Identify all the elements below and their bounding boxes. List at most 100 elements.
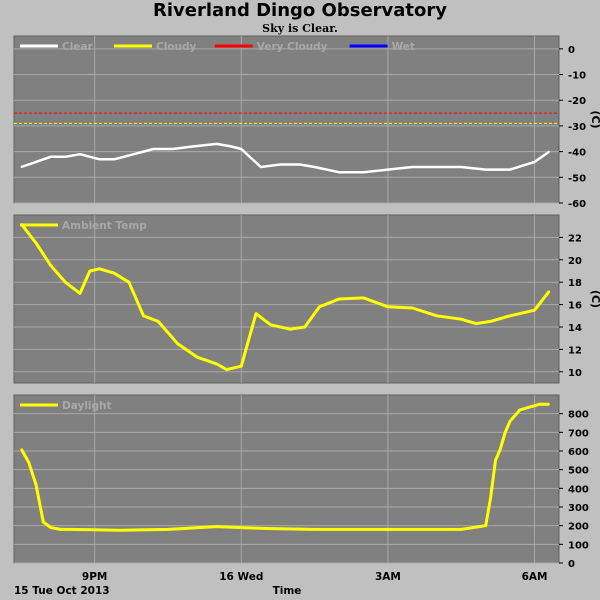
data-point	[196, 356, 199, 359]
data-point	[475, 322, 477, 325]
data-point	[411, 166, 414, 168]
data-point	[98, 267, 101, 270]
chart-title: Riverland Dingo Observatory	[152, 0, 448, 21]
y-tick-label: 16	[568, 301, 582, 312]
data-point	[216, 363, 218, 365]
data-point	[113, 158, 116, 161]
data-point	[264, 527, 267, 530]
data-point	[128, 281, 130, 284]
y-tick-label: 800	[568, 410, 589, 421]
data-point	[548, 150, 551, 153]
data-point	[240, 365, 243, 368]
data-point	[362, 297, 365, 299]
data-point	[338, 171, 340, 173]
data-point	[509, 315, 511, 317]
x-tick-label: 16 Wed	[219, 571, 263, 583]
data-point	[113, 272, 116, 275]
x-tick-label: 3AM	[375, 571, 401, 583]
y-tick-label: 500	[568, 466, 589, 477]
data-point	[98, 158, 101, 161]
data-point	[49, 155, 52, 158]
data-point	[64, 281, 67, 284]
data-point	[269, 323, 272, 326]
y-axis-label: (C)	[589, 290, 600, 308]
data-point	[79, 153, 81, 155]
data-point	[436, 166, 438, 168]
sky-status: Sky is Clear.	[262, 22, 338, 35]
series-line	[20, 142, 550, 174]
data-point	[49, 526, 52, 529]
data-point	[216, 143, 218, 145]
data-point	[59, 528, 62, 531]
data-point	[494, 459, 497, 462]
data-point	[240, 148, 243, 150]
data-point	[64, 155, 67, 158]
y-tick-label: 22	[568, 233, 582, 244]
data-point	[255, 312, 257, 315]
plot-area-1	[13, 35, 560, 204]
data-point	[167, 528, 169, 531]
data-point	[387, 168, 389, 171]
data-point	[27, 461, 30, 464]
data-point	[460, 166, 463, 168]
y-tick-label: -40	[568, 148, 586, 159]
y-tick-label: -10	[568, 71, 586, 82]
data-point	[118, 529, 120, 532]
data-point	[225, 368, 228, 371]
data-point	[20, 448, 23, 450]
data-point	[313, 166, 316, 168]
data-point	[318, 306, 321, 308]
data-point	[499, 448, 502, 450]
data-point	[304, 326, 306, 328]
y-tick-label: 0	[568, 559, 575, 570]
data-point	[460, 528, 463, 531]
data-point	[20, 166, 23, 168]
y-tick-label: 18	[568, 278, 582, 289]
y-axis-label: (C)	[589, 110, 600, 128]
data-point	[289, 328, 291, 331]
series-line	[20, 223, 551, 372]
legend-label: Daylight	[62, 400, 112, 412]
data-point	[460, 318, 463, 320]
data-point	[436, 315, 438, 317]
data-point	[362, 528, 365, 531]
data-point	[538, 403, 541, 406]
legend-label: Very Cloudy	[257, 41, 328, 53]
data-point	[152, 148, 155, 150]
data-point	[79, 292, 81, 295]
y-tick-label: 100	[568, 540, 589, 551]
data-point	[157, 320, 159, 323]
data-point	[411, 307, 414, 309]
data-point	[533, 309, 536, 312]
data-point	[176, 343, 179, 345]
x-tick-label: 6AM	[522, 571, 548, 583]
y-tick-label: -30	[568, 122, 586, 133]
y-tick-label: 200	[568, 522, 589, 533]
data-point	[548, 290, 551, 292]
data-point	[489, 320, 492, 323]
data-point	[88, 270, 91, 272]
data-point	[484, 168, 487, 171]
x-axis-date: 15 Tue Oct 2013	[14, 585, 110, 597]
data-point	[299, 163, 301, 166]
y-tick-label: -60	[568, 199, 586, 210]
data-point	[509, 420, 511, 422]
y-tick-label: 14	[568, 323, 582, 334]
data-point	[533, 161, 536, 163]
legend-label: Clear	[62, 41, 94, 53]
data-point	[260, 166, 262, 168]
data-point	[35, 161, 37, 163]
data-point	[548, 403, 551, 406]
legend-label: Wet	[392, 41, 415, 53]
data-point	[519, 409, 521, 411]
data-point	[484, 524, 487, 527]
data-point	[42, 521, 45, 523]
y-tick-label: -20	[568, 96, 586, 107]
data-point	[142, 315, 145, 317]
data-point	[279, 163, 282, 166]
y-tick-label: -50	[568, 173, 586, 184]
y-tick-label: 20	[568, 256, 582, 267]
y-tick-label: 400	[568, 484, 589, 495]
y-tick-label: 0	[568, 45, 575, 56]
